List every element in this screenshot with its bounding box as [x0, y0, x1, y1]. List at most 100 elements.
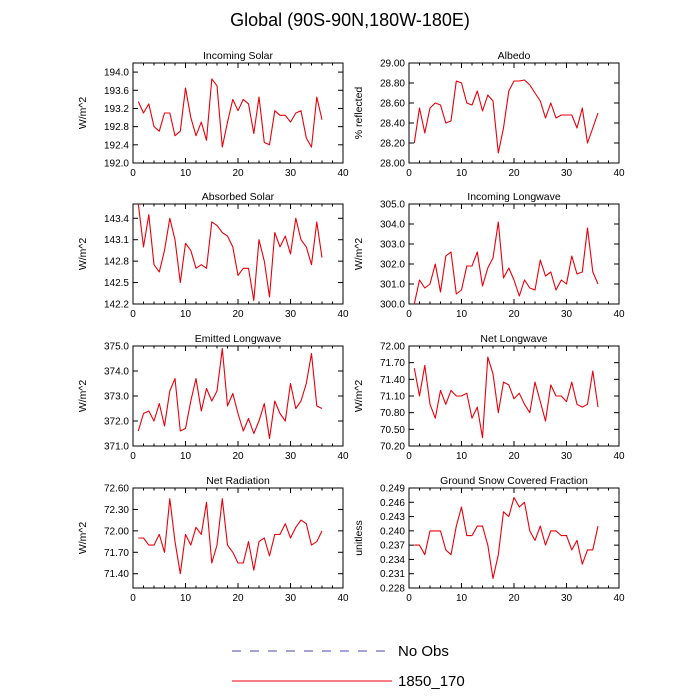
y-tick-label: 28.60 — [380, 99, 405, 110]
x-tick-label: 10 — [456, 451, 468, 462]
legend-label-1850-170: 1850_170 — [398, 673, 465, 690]
x-tick-label: 0 — [130, 168, 136, 179]
y-tick-label: 372.0 — [104, 417, 129, 428]
panel-title: Incoming Solar — [203, 50, 274, 62]
x-tick-label: 0 — [406, 168, 412, 179]
y-tick-label: 304.0 — [380, 220, 405, 231]
x-tick-label: 10 — [456, 309, 468, 320]
panel-title: Emitted Longwave — [195, 333, 282, 345]
figure-title: Global (90S-90N,180W-180E) — [230, 10, 470, 30]
series-line-1850-170 — [413, 221, 599, 305]
x-tick-label: 40 — [337, 451, 349, 462]
series-line-1850-170 — [137, 203, 323, 301]
panel-title: Incoming Longwave — [467, 191, 561, 203]
y-tick-label: 193.2 — [104, 104, 129, 115]
panel-incoming-solar: Incoming Solar W/m^2 0 10 20 30 40 192.0 192.4 19… — [77, 50, 349, 179]
y-tick-label: 70.80 — [380, 408, 405, 419]
plot-frame — [132, 203, 344, 305]
plot-frame — [408, 487, 620, 589]
y-axis-label: W/m^2 — [77, 97, 89, 130]
y-tick-label: 143.1 — [104, 235, 129, 246]
panel-net-radiation: Net Radiation W/m^2 0 10 20 30 40 71.40 71.70 72.… — [77, 475, 349, 604]
x-tick-label: 20 — [508, 451, 520, 462]
panel-ground-snow-covered-fraction: Ground Snow Covered Fraction unitless 0 10 2… — [353, 475, 625, 604]
panel-net-longwave: Net Longwave W/m^2 0 10 20 30 40 70.20 70.50 70.8… — [353, 333, 625, 462]
y-tick-label: 71.40 — [380, 375, 405, 386]
y-tick-label: 28.00 — [380, 159, 405, 170]
panel-emitted-longwave: Emitted Longwave W/m^2 0 10 20 30 40 371.0 372.0… — [77, 333, 349, 462]
legend: No Obs 1850_170 — [232, 643, 465, 690]
x-tick-label: 30 — [561, 168, 573, 179]
y-tick-label: 28.80 — [380, 79, 405, 90]
plot-frame — [408, 345, 620, 447]
y-tick-label: 194.0 — [104, 68, 129, 79]
series-line-1850-170 — [413, 79, 599, 154]
y-tick-label: 0.249 — [380, 484, 405, 495]
x-tick-label: 0 — [406, 593, 412, 604]
x-tick-label: 30 — [285, 168, 297, 179]
y-tick-label: 301.0 — [380, 280, 405, 291]
y-tick-label: 142.5 — [104, 278, 129, 289]
x-tick-label: 10 — [456, 168, 468, 179]
x-tick-label: 10 — [180, 168, 192, 179]
x-tick-label: 40 — [613, 451, 625, 462]
y-tick-label: 374.0 — [104, 367, 129, 378]
y-tick-label: 302.0 — [380, 260, 405, 271]
y-tick-label: 142.2 — [104, 300, 129, 311]
series-line-1850-170 — [137, 78, 323, 148]
y-tick-label: 70.20 — [380, 442, 405, 453]
x-tick-label: 0 — [130, 451, 136, 462]
y-tick-label: 72.00 — [380, 342, 405, 353]
x-tick-label: 20 — [232, 451, 244, 462]
x-tick-label: 30 — [285, 451, 297, 462]
plot-frame — [132, 345, 344, 447]
x-tick-label: 0 — [130, 593, 136, 604]
series-line-1850-170 — [137, 347, 323, 440]
y-tick-label: 71.70 — [104, 548, 129, 559]
x-tick-label: 0 — [406, 309, 412, 320]
panel-title: Ground Snow Covered Fraction — [440, 475, 588, 487]
y-axis-label: W/m^2 — [77, 522, 89, 555]
x-tick-label: 20 — [232, 593, 244, 604]
x-tick-label: 20 — [508, 168, 520, 179]
y-tick-label: 305.0 — [380, 200, 405, 211]
x-tick-label: 40 — [337, 168, 349, 179]
x-tick-label: 30 — [285, 593, 297, 604]
x-tick-label: 40 — [337, 593, 349, 604]
y-tick-label: 142.8 — [104, 257, 129, 268]
x-tick-label: 10 — [180, 451, 192, 462]
y-axis-label: W/m^2 — [77, 380, 89, 413]
x-tick-label: 30 — [285, 309, 297, 320]
x-tick-label: 10 — [180, 593, 192, 604]
y-tick-label: 0.246 — [380, 498, 405, 509]
x-tick-label: 20 — [232, 168, 244, 179]
y-axis-label: W/m^2 — [353, 380, 365, 413]
panel-title: Absorbed Solar — [202, 191, 275, 203]
y-tick-label: 143.4 — [104, 214, 129, 225]
y-tick-label: 375.0 — [104, 342, 129, 353]
y-tick-label: 371.0 — [104, 442, 129, 453]
panel-incoming-longwave: Incoming Longwave W/m^2 0 10 20 30 40 300.0 301.… — [353, 191, 625, 320]
x-tick-label: 20 — [508, 593, 520, 604]
x-tick-label: 40 — [337, 309, 349, 320]
x-tick-label: 40 — [613, 309, 625, 320]
y-tick-label: 71.10 — [380, 392, 405, 403]
y-tick-label: 28.40 — [380, 119, 405, 130]
x-tick-label: 30 — [561, 593, 573, 604]
y-tick-label: 373.0 — [104, 392, 129, 403]
y-tick-label: 303.0 — [380, 240, 405, 251]
y-axis-label: W/m^2 — [77, 238, 89, 271]
y-tick-label: 29.00 — [380, 59, 405, 70]
x-tick-label: 10 — [180, 309, 192, 320]
x-tick-label: 0 — [130, 309, 136, 320]
legend-label-no-obs: No Obs — [398, 643, 449, 660]
y-axis-label: unitless — [353, 520, 365, 556]
y-tick-label: 0.240 — [380, 526, 405, 537]
x-tick-label: 10 — [456, 593, 468, 604]
y-tick-label: 192.0 — [104, 159, 129, 170]
y-tick-label: 0.228 — [380, 584, 405, 595]
x-tick-label: 30 — [561, 451, 573, 462]
panel-title: Albedo — [498, 50, 531, 62]
y-tick-label: 72.30 — [104, 505, 129, 516]
